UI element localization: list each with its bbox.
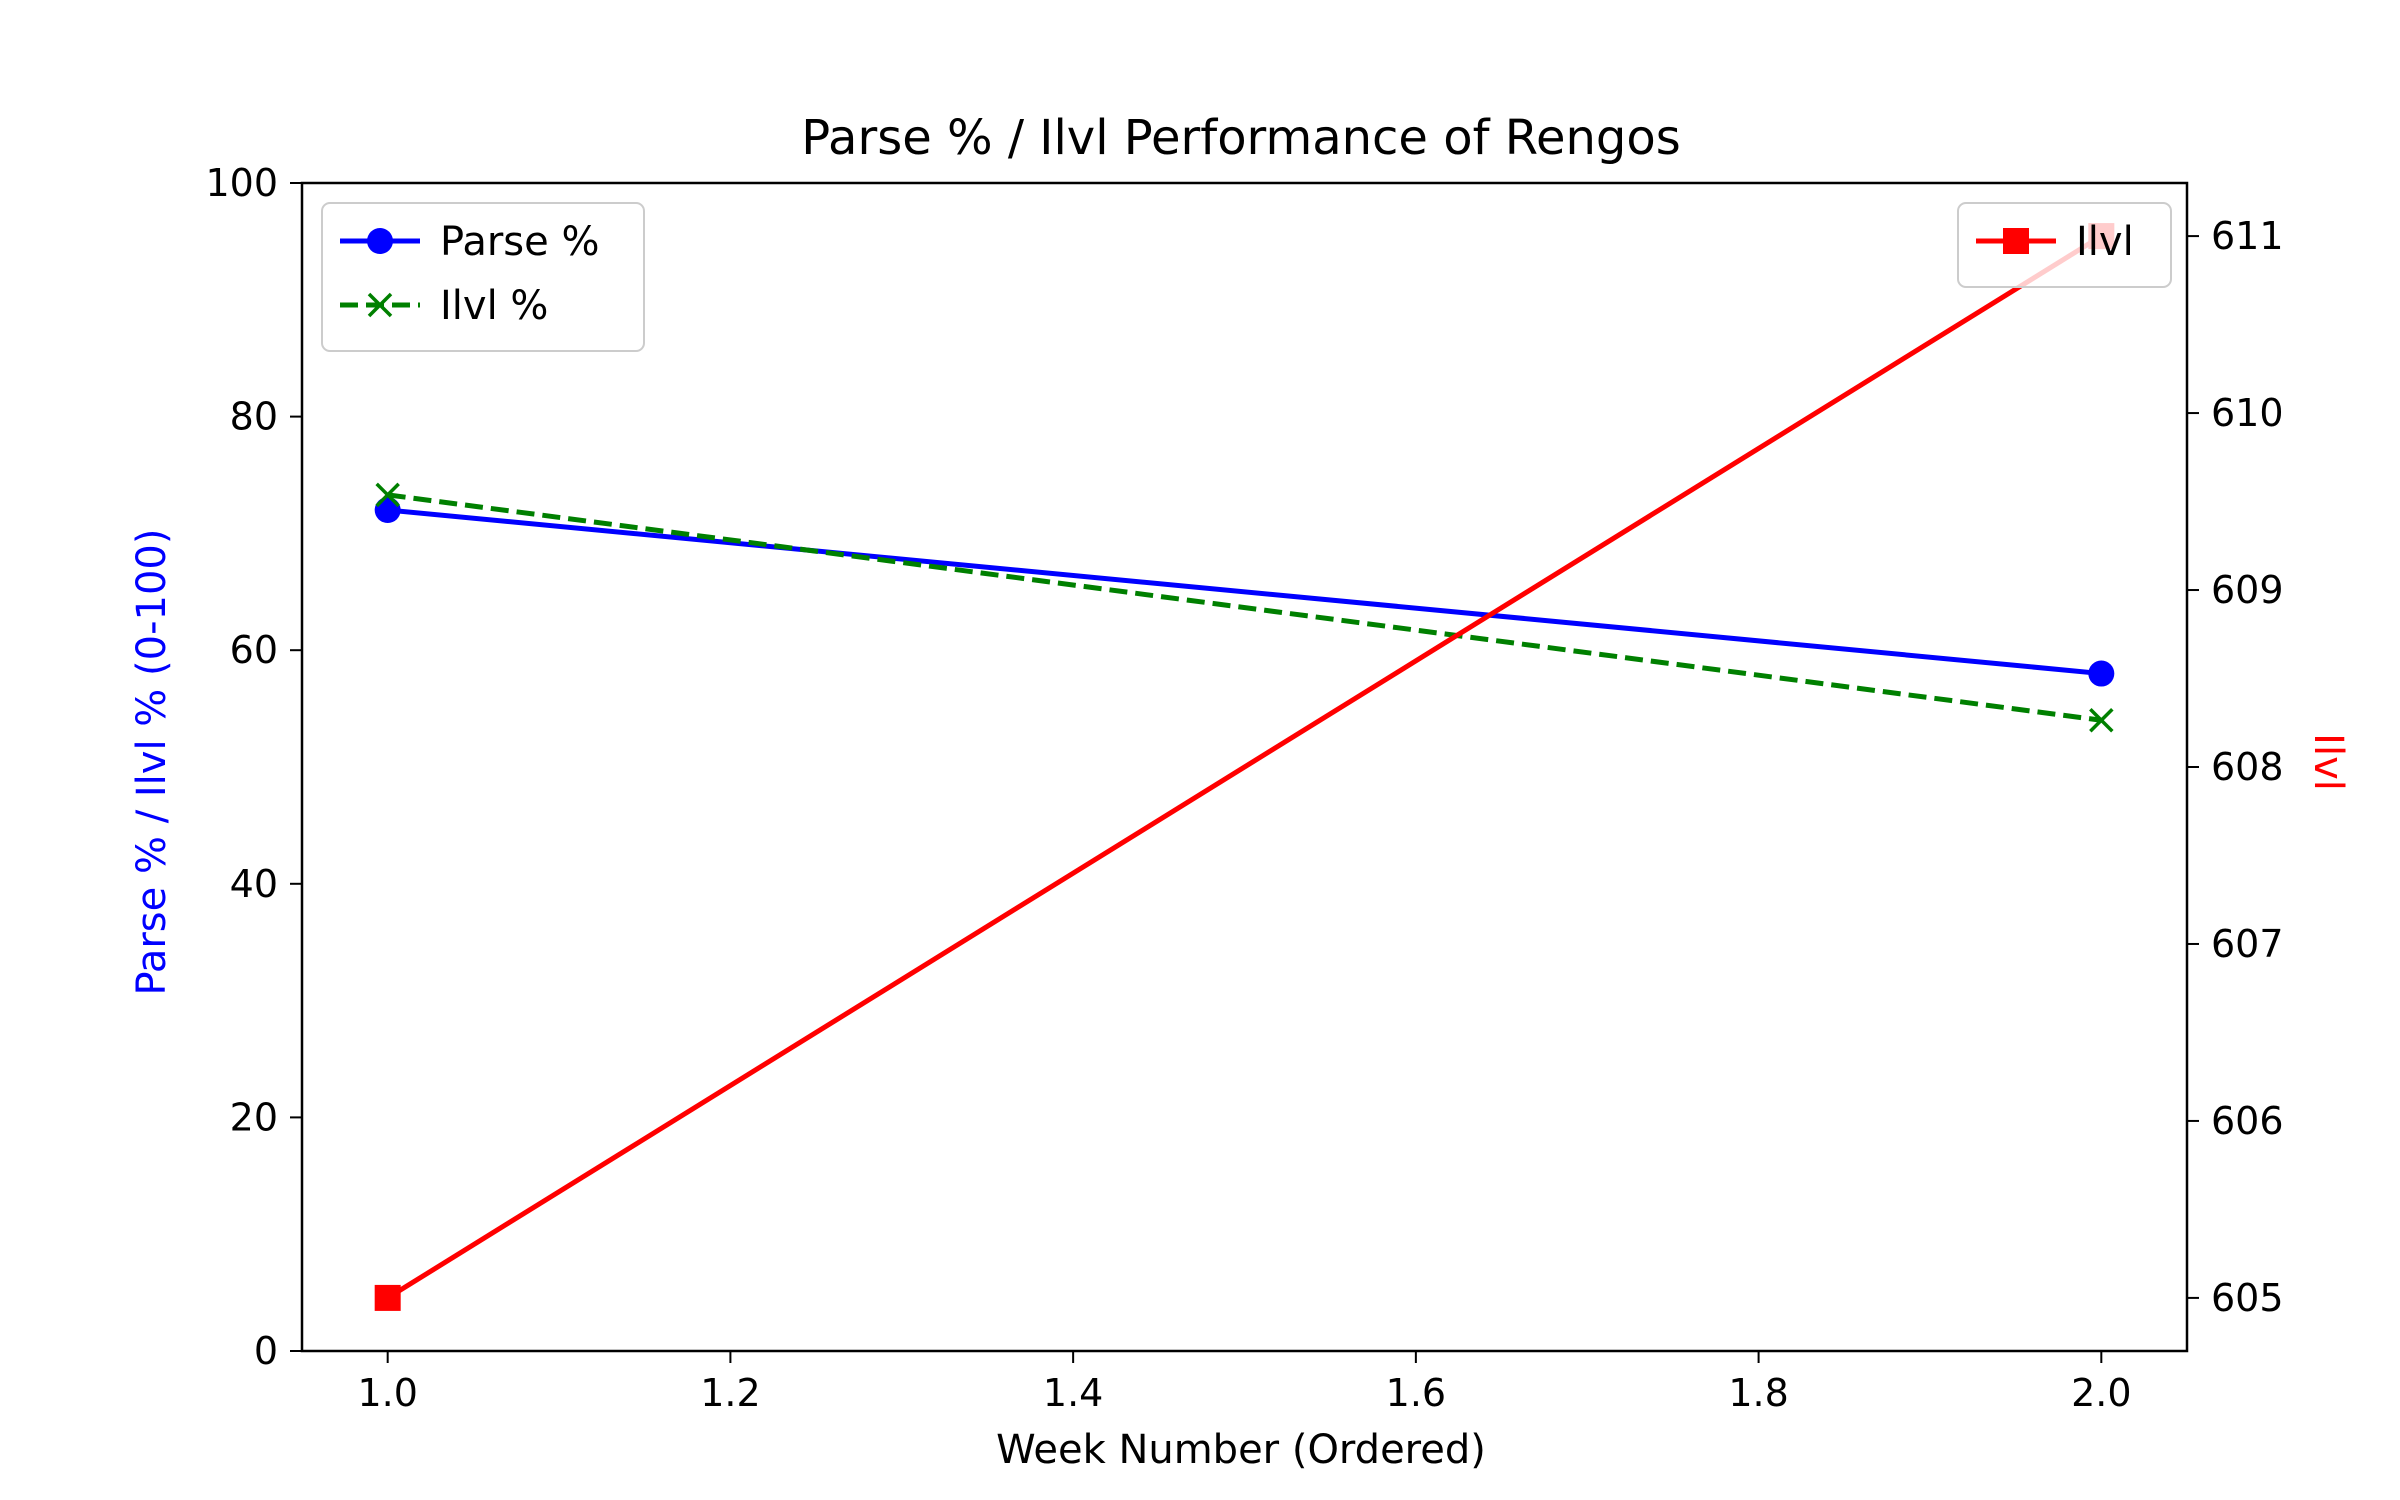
data-point-ilvl-1-stroke-b <box>2089 708 2114 733</box>
legend-label-parse: Parse % <box>440 219 599 265</box>
legend-box <box>1957 202 2172 288</box>
series-line-ilvl <box>387 492 2102 723</box>
legend-marker-ilvl <box>367 292 393 318</box>
x-axis-label: Week Number (Ordered) <box>996 1427 1486 1473</box>
x-tick-label: 1.2 <box>700 1371 760 1415</box>
legend-right: Ilvl <box>1957 202 2172 288</box>
x-tick-label: 1.6 <box>1386 1371 1446 1415</box>
x-tick-label: 1.4 <box>1043 1371 1103 1415</box>
y-tick-label: 80 <box>230 395 278 439</box>
y2-tick-label: 611 <box>2211 214 2284 258</box>
series-line-ilvl <box>386 233 2103 1301</box>
plot-area <box>374 223 2115 1311</box>
data-point-parse-0 <box>374 497 401 524</box>
series-line-parse <box>387 507 2102 677</box>
data-point-ilvl-1 <box>2089 708 2114 733</box>
chart-title: Parse % / Ilvl Performance of Rengos <box>801 110 1680 166</box>
y2-tick-label: 606 <box>2211 1099 2284 1143</box>
legend-label-ilvl: Ilvl <box>2076 219 2134 265</box>
y-tick-label: 40 <box>230 862 278 906</box>
legend-marker-ilvl <box>2003 228 2029 254</box>
legend-marker-ilvl-stroke-b <box>367 292 393 318</box>
y-tick-label: 60 <box>230 628 278 672</box>
axes: 1.0 1.2 1.4 1.6 1.8 2.0 0 20 40 60 80 100 605 606 607 6… <box>205 161 2283 1415</box>
data-point-ilvl-0 <box>374 1284 401 1311</box>
y-tick-label: 0 <box>254 1329 278 1373</box>
x-tick-label: 1.8 <box>1728 1371 1788 1415</box>
data-point-ilvl-0 <box>375 482 400 508</box>
y-tick-label: 20 <box>230 1095 278 1139</box>
legend-marker-parse <box>367 228 393 254</box>
legend-label-ilvl: Ilvl % <box>440 283 548 329</box>
legend-left: Parse % Ilvl % <box>321 202 645 352</box>
y2-tick-label: 607 <box>2211 922 2284 966</box>
y-axis-label: Parse % / Ilvl % (0-100) <box>129 529 175 996</box>
x-tick-label: 2.0 <box>2071 1371 2131 1415</box>
y2-tick-label: 608 <box>2211 745 2284 789</box>
y2-axis-label: Ilvl <box>2305 733 2351 791</box>
y2-tick-label: 610 <box>2211 391 2284 435</box>
data-point-ilvl-0-stroke-b <box>375 482 400 508</box>
data-point-parse-1 <box>2088 660 2115 687</box>
y2-tick-label: 605 <box>2211 1276 2284 1320</box>
y2-tick-label: 609 <box>2211 568 2284 612</box>
y-tick-label: 100 <box>205 161 278 205</box>
x-tick-label: 1.0 <box>357 1371 417 1415</box>
